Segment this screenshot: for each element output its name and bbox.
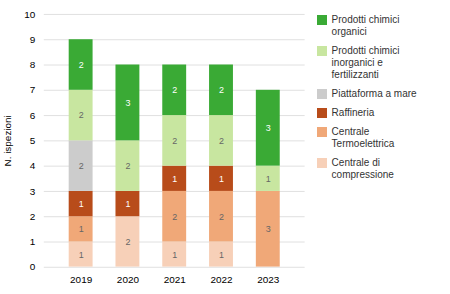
svg-text:1: 1: [30, 236, 36, 247]
svg-text:10: 10: [24, 9, 36, 20]
svg-text:5: 5: [30, 135, 36, 146]
svg-text:2021: 2021: [164, 274, 187, 285]
svg-text:3: 3: [30, 186, 36, 197]
svg-text:9: 9: [30, 34, 36, 45]
svg-text:7: 7: [30, 84, 36, 95]
svg-text:3: 3: [266, 123, 271, 133]
svg-text:1: 1: [79, 224, 84, 234]
svg-text:2020: 2020: [117, 274, 140, 285]
svg-text:2: 2: [219, 85, 224, 95]
svg-text:4: 4: [30, 160, 36, 171]
svg-text:2: 2: [79, 60, 84, 70]
svg-text:2: 2: [172, 85, 177, 95]
svg-text:1: 1: [79, 250, 84, 260]
html-text:Prodotti chimici inorganici e: Prodotti chimici inorganici e fertilizza…: [331, 45, 400, 80]
svg-text:2023: 2023: [257, 274, 280, 285]
svg-text:1: 1: [172, 174, 177, 184]
svg-text:1: 1: [172, 250, 177, 260]
html-text:Centrale di compressione: Centrale di compressione: [331, 157, 394, 180]
svg-text:1: 1: [79, 199, 84, 209]
html-text:Prodotti chimici organici: Prodotti chimici organici: [331, 14, 400, 37]
svg-text:1: 1: [219, 250, 224, 260]
svg-text:6: 6: [30, 110, 36, 121]
svg-text:1: 1: [219, 174, 224, 184]
svg-text:1: 1: [125, 199, 130, 209]
svg-text:2022: 2022: [210, 274, 233, 285]
svg-text:8: 8: [30, 59, 36, 70]
svg-text:1: 1: [266, 174, 271, 184]
html-text:Raffineria: Raffineria: [331, 107, 375, 118]
svg-text:2: 2: [172, 212, 177, 222]
svg-text:2: 2: [125, 161, 130, 171]
svg-text:3: 3: [266, 224, 271, 234]
svg-text:2: 2: [172, 136, 177, 146]
svg-text:2: 2: [30, 211, 36, 222]
svg-text:0: 0: [30, 261, 36, 272]
html-text:Centrale Termoelettrica: Centrale Termoelettrica: [331, 126, 395, 149]
svg-text:2: 2: [79, 110, 84, 120]
html-text:Piattaforma a mare: Piattaforma a mare: [331, 88, 417, 99]
svg-text:3: 3: [125, 98, 130, 108]
svg-text:2: 2: [125, 237, 130, 247]
svg-text:2: 2: [219, 212, 224, 222]
svg-text:2019: 2019: [70, 274, 93, 285]
svg-text:2: 2: [79, 161, 84, 171]
svg-text:2: 2: [219, 136, 224, 146]
svg-text:N. ispezioni: N. ispezioni: [2, 115, 13, 166]
